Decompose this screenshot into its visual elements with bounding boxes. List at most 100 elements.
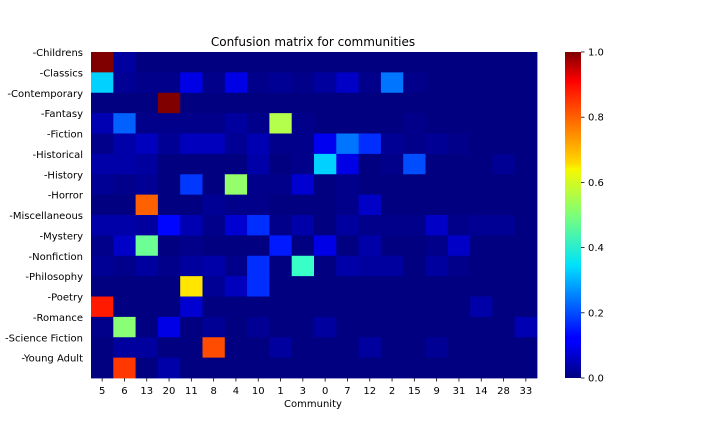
heatmap-cell xyxy=(425,276,449,297)
heatmap-cell xyxy=(291,215,315,236)
heatmap-cell xyxy=(113,296,136,318)
heatmap-cell xyxy=(336,52,359,73)
heatmap-cell xyxy=(91,153,114,175)
heatmap-cell xyxy=(291,153,315,175)
heatmap-cell xyxy=(470,113,493,134)
heatmap-cell xyxy=(135,316,159,338)
heatmap-cell xyxy=(336,174,359,196)
heatmap-cell xyxy=(269,215,293,236)
heatmap-cell xyxy=(291,72,315,94)
heatmap-cell xyxy=(157,194,181,216)
y-tick-label: -Historical xyxy=(33,150,83,161)
heatmap-cell xyxy=(91,337,114,359)
heatmap-cell xyxy=(202,276,226,297)
heatmap-cell xyxy=(157,276,181,297)
heatmap-cell xyxy=(135,92,159,114)
heatmap-cell xyxy=(269,194,293,216)
heatmap-cell xyxy=(336,113,359,134)
heatmap-cell xyxy=(514,72,538,94)
heatmap-cell xyxy=(269,153,293,175)
heatmap-cell xyxy=(403,174,426,196)
heatmap-cell xyxy=(470,92,493,114)
heatmap-cell xyxy=(269,92,293,114)
heatmap-cell xyxy=(157,255,181,277)
heatmap-cell xyxy=(202,255,226,277)
heatmap-cell xyxy=(358,215,382,236)
heatmap-cell xyxy=(157,133,181,155)
heatmap-cell xyxy=(224,296,248,318)
heatmap-cell xyxy=(180,235,203,257)
x-tick-label: 0 xyxy=(322,386,328,397)
heatmap-cell xyxy=(113,153,136,175)
heatmap-cell xyxy=(336,235,359,257)
heatmap-cell xyxy=(291,174,315,196)
heatmap-cell xyxy=(180,113,203,134)
heatmap-cell xyxy=(224,133,248,155)
heatmap-cell xyxy=(470,316,493,338)
heatmap-cell xyxy=(269,296,293,318)
heatmap-cell xyxy=(314,174,337,196)
heatmap-cell xyxy=(380,357,404,379)
heatmap-cell xyxy=(403,235,426,257)
y-tick-label: -Horror xyxy=(48,191,84,202)
heatmap-cell xyxy=(247,153,270,175)
heatmap-cell xyxy=(492,276,516,297)
heatmap-cell xyxy=(470,215,493,236)
heatmap-cell xyxy=(314,52,337,73)
heatmap-cell xyxy=(291,316,315,338)
heatmap-cell xyxy=(202,113,226,134)
heatmap-cell xyxy=(91,194,114,216)
heatmap-cell xyxy=(91,174,114,196)
heatmap-cell xyxy=(403,133,426,155)
heatmap-cell xyxy=(202,72,226,94)
heatmap-cell xyxy=(113,235,136,257)
heatmap-cell xyxy=(514,255,538,277)
heatmap-cell xyxy=(336,337,359,359)
heatmap-cell xyxy=(247,357,270,379)
heatmap-cell xyxy=(403,194,426,216)
heatmap-cell xyxy=(269,72,293,94)
y-tick-label: -Miscellaneous xyxy=(9,211,83,222)
heatmap-cell xyxy=(113,174,136,196)
heatmap-cell xyxy=(336,316,359,338)
heatmap-cell xyxy=(425,316,449,338)
heatmap-cell xyxy=(91,113,114,134)
heatmap-cell xyxy=(380,235,404,257)
heatmap-cell xyxy=(91,215,114,236)
heatmap-cell xyxy=(380,174,404,196)
heatmap-cell xyxy=(403,72,426,94)
heatmap-cell xyxy=(180,337,203,359)
heatmap-cell xyxy=(113,194,136,216)
heatmap-cell xyxy=(380,92,404,114)
heatmap-cell xyxy=(202,194,226,216)
heatmap-cell xyxy=(492,337,516,359)
x-tick-label: 10 xyxy=(252,386,265,397)
heatmap-cell xyxy=(403,357,426,379)
heatmap-cell xyxy=(291,194,315,216)
heatmap-cell xyxy=(514,174,538,196)
heatmap-cell xyxy=(269,235,293,257)
heatmap-cell xyxy=(157,296,181,318)
heatmap-cell xyxy=(269,52,293,73)
heatmap-cell xyxy=(135,174,159,196)
heatmap-cell xyxy=(470,357,493,379)
heatmap-cell xyxy=(91,235,114,257)
heatmap-cell xyxy=(514,276,538,297)
heatmap-cell xyxy=(358,92,382,114)
heatmap-cell xyxy=(492,215,516,236)
heatmap-cell xyxy=(180,174,203,196)
heatmap-cell xyxy=(247,92,270,114)
heatmap-cell xyxy=(291,337,315,359)
heatmap-cell xyxy=(447,194,471,216)
heatmap-cell xyxy=(492,174,516,196)
heatmap-cell xyxy=(447,92,471,114)
y-tick-label: -Poetry xyxy=(47,293,83,304)
heatmap-cell xyxy=(425,255,449,277)
heatmap-cell xyxy=(492,316,516,338)
heatmap-cell xyxy=(314,153,337,175)
colorbar-ticks: 0.0 0.2 0.4 0.6 0.8 1.0 xyxy=(581,48,604,385)
x-tick-label: 9 xyxy=(433,386,439,397)
x-tick-label: 33 xyxy=(519,386,532,397)
heatmap-cell xyxy=(91,276,114,297)
heatmap-cell xyxy=(425,215,449,236)
